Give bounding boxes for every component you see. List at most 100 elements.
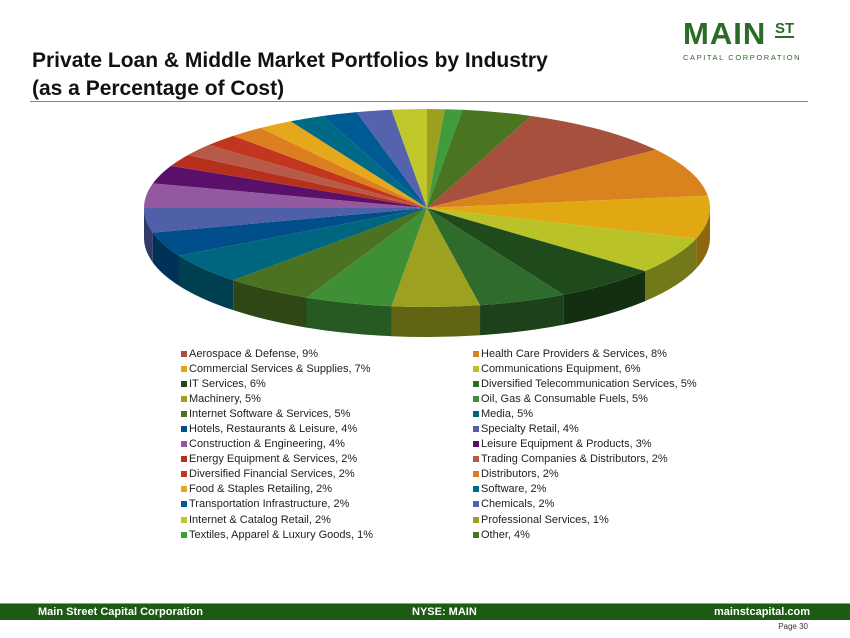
pie-slice-side [144,208,153,263]
legend-label: Specialty Retail, 4% [481,423,579,436]
legend-item: Communications Equipment, 6% [473,361,741,376]
legend-item: Hotels, Restaurants & Leisure, 4% [181,421,473,436]
pie-chart: Aerospace & Defense, 9%Health Care Provi… [144,109,710,337]
legend-item: Internet Software & Services, 5% [181,406,473,421]
legend-label: Transportation Infrastructure, 2% [189,498,350,511]
legend-swatch [181,516,187,523]
legend-swatch [181,365,187,372]
legend-swatch [181,441,187,448]
pie-slice: Diversified Financial Services, 2% [208,135,427,208]
company-logo: MAIN ST CAPITAL CORPORATION [683,16,801,62]
title-divider [30,101,808,102]
logo-main: MAIN [683,16,767,51]
page-title: Private Loan & Middle Market Portfolios … [32,47,548,103]
pie-slice-side [306,297,392,337]
pie-slice-side [480,294,564,336]
pie-slice: IT Services, 6% [427,208,646,295]
footer-ticker: NYSE: MAIN [412,606,477,618]
legend-swatch [181,410,187,417]
legend-item: Oil, Gas & Consumable Fuels, 5% [473,391,741,406]
legend-swatch [181,486,187,493]
legend-item: Textiles, Apparel & Luxury Goods, 1% [181,527,473,542]
pie-slice: Diversified Telecommunication Services, … [427,208,564,306]
legend-item: Diversified Financial Services, 2% [181,467,473,482]
title-line-2: (as a Percentage of Cost) [32,77,285,100]
legend-label: Construction & Engineering, 4% [189,438,345,451]
legend-item: Trading Companies & Distributors, 2% [473,452,741,467]
legend-label: Diversified Telecommunication Services, … [481,377,697,390]
legend-label: Aerospace & Defense, 9% [189,347,319,360]
legend-item: Energy Equipment & Services, 2% [181,452,473,467]
pie-slice: Health Care Providers & Services, 8% [427,149,708,208]
pie-slice: Transportation Infrastructure, 2% [322,112,427,208]
legend-swatch [181,471,187,478]
footer-website[interactable]: mainstcapital.com [714,606,810,618]
legend-swatch [473,516,479,523]
legend-label: Oil, Gas & Consumable Fuels, 5% [481,392,648,405]
legend-item: Construction & Engineering, 4% [181,437,473,452]
legend-item: IT Services, 6% [181,376,473,391]
pie-slice: Internet & Catalog Retail, 2% [391,109,427,208]
pie-slice-side [645,238,697,302]
legend-swatch [473,531,479,538]
legend-item: Transportation Infrastructure, 2% [181,497,473,512]
pie-slice: Media, 5% [179,208,427,281]
pie-slice: Textiles, Apparel & Luxury Goods, 1% [427,109,463,208]
legend-label: IT Services, 6% [189,377,266,390]
legend-label: Internet Software & Services, 5% [189,407,351,420]
pie-slice: Food & Staples Retailing, 2% [260,121,427,208]
footer-company: Main Street Capital Corporation [38,606,204,618]
legend-label: Energy Equipment & Services, 2% [189,453,358,466]
pie-slice: Communications Equipment, 6% [427,208,697,272]
legend-swatch [473,426,479,433]
legend-label: Other, 4% [481,528,530,541]
pie-slice-side [152,232,180,286]
chart-legend: Aerospace & Defense, 9% Health Care Provi… [181,346,741,542]
page-number: Page 30 [778,622,808,631]
legend-swatch [181,426,187,433]
legend-swatch [473,486,479,493]
legend-item: Distributors, 2% [473,467,741,482]
legend-item: Commercial Services & Supplies, 7% [181,361,473,376]
pie-slice: Leisure Equipment & Products, 3% [152,165,427,208]
legend-label: Leisure Equipment & Products, 3% [481,438,652,451]
pie-slice: Distributors, 2% [233,127,427,208]
pie-slice: Trading Companies & Distributors, 2% [188,144,427,208]
legend-item: Professional Services, 1% [473,512,741,527]
legend-item: Internet & Catalog Retail, 2% [181,512,473,527]
legend-item: Specialty Retail, 4% [473,421,741,436]
legend-label: Hotels, Restaurants & Leisure, 4% [189,423,358,436]
legend-label: Professional Services, 1% [481,513,609,526]
legend-label: Textiles, Apparel & Luxury Goods, 1% [189,528,374,541]
legend-swatch [473,395,479,402]
legend-swatch [473,456,479,463]
legend-label: Internet & Catalog Retail, 2% [189,513,331,526]
pie-slice: Hotels, Restaurants & Leisure, 4% [152,208,427,256]
legend-item: Aerospace & Defense, 9% [181,346,473,361]
pie-slice-side [391,305,481,337]
legend-label: Software, 2% [481,483,547,496]
legend-label: Chemicals, 2% [481,498,555,511]
legend-label: Health Care Providers & Services, 8% [481,347,667,360]
pie-slice: Software, 2% [290,115,427,208]
legend-item: Leisure Equipment & Products, 3% [473,437,741,452]
legend-item: Food & Staples Retailing, 2% [181,482,473,497]
pie-slice-side [233,280,307,328]
legend-swatch [473,410,479,417]
legend-swatch [181,501,187,508]
pie-slice-side [696,208,710,269]
legend-label: Trading Companies & Distributors, 2% [481,453,668,466]
legend-item: Health Care Providers & Services, 8% [473,346,741,361]
pie-slice-side [179,255,234,311]
pie-slice: Energy Equipment & Services, 2% [170,154,427,208]
legend-swatch [181,380,187,387]
legend-item: Diversified Telecommunication Services, … [473,376,741,391]
legend-swatch [473,350,479,357]
legend-swatch [473,441,479,448]
pie-slice: Internet Software & Services, 5% [233,208,427,298]
legend-label: Machinery, 5% [189,392,261,405]
legend-swatch [473,471,479,478]
pie-slice: Other, 4% [427,109,532,208]
legend-item: Chemicals, 2% [473,497,741,512]
